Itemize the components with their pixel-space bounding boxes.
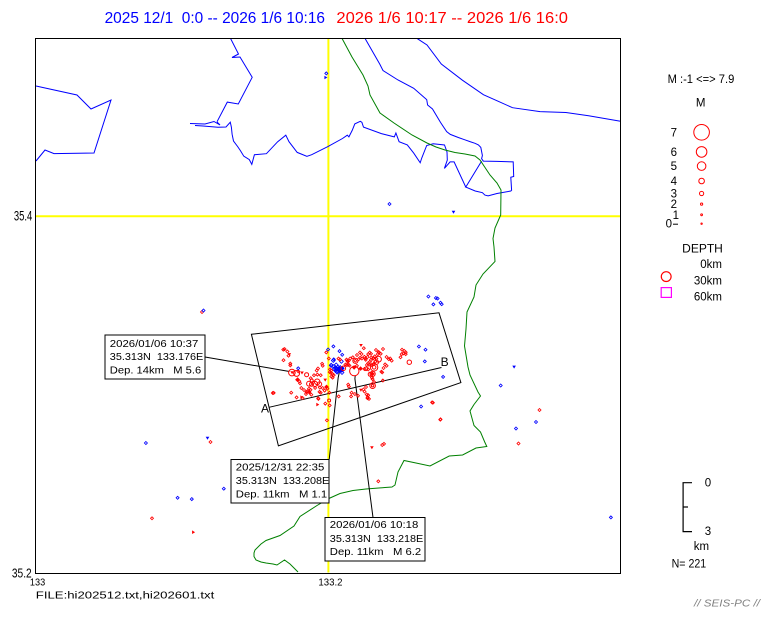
svg-text:2026/01/06 10:37: 2026/01/06 10:37 — [110, 339, 199, 350]
svg-text:1: 1 — [673, 210, 679, 222]
svg-text:M :-1 <=> 7.9: M :-1 <=> 7.9 — [668, 74, 735, 86]
svg-text:60km: 60km — [694, 292, 722, 304]
svg-text:N= 221: N= 221 — [672, 559, 707, 571]
svg-text:B: B — [441, 355, 449, 369]
svg-text:A: A — [261, 402, 269, 416]
svg-text:2025 12/1 0:0 -- 2026 1/6 10:: 2025 12/1 0:0 -- 2026 1/6 10:16 — [105, 10, 325, 27]
svg-text:km: km — [694, 541, 709, 553]
svg-text:2025/12/31 22:35: 2025/12/31 22:35 — [236, 463, 325, 474]
svg-text:2026/01/06 10:18: 2026/01/06 10:18 — [330, 520, 419, 531]
svg-text:// SEIS-PC //: // SEIS-PC // — [693, 598, 761, 610]
svg-text:3: 3 — [705, 526, 711, 538]
svg-text:FILE:hi202512.txt,hi202601.txt: FILE:hi202512.txt,hi202601.txt — [36, 590, 215, 602]
svg-text:Dep. 11km M 1.1: Dep. 11km M 1.1 — [236, 490, 328, 501]
svg-text:M: M — [696, 98, 706, 110]
svg-text:30km: 30km — [694, 276, 722, 288]
svg-text:35.313N 133.208E: 35.313N 133.208E — [236, 476, 330, 487]
svg-text:35.2: 35.2 — [12, 567, 32, 581]
svg-text:0: 0 — [666, 219, 672, 231]
svg-text:2: 2 — [671, 199, 677, 211]
svg-text:7: 7 — [671, 127, 677, 139]
svg-text:0km: 0km — [700, 259, 722, 271]
svg-text:133: 133 — [30, 576, 45, 588]
svg-text:2026 1/6 10:17 -- 2026 1/6 16:: 2026 1/6 10:17 -- 2026 1/6 16:0 — [336, 10, 568, 27]
svg-text:DEPTH: DEPTH — [682, 242, 723, 256]
svg-text:35.313N 133.176E: 35.313N 133.176E — [110, 352, 204, 363]
svg-text:0: 0 — [705, 478, 711, 490]
svg-text:Dep. 14km M 5.6: Dep. 14km M 5.6 — [110, 366, 202, 377]
svg-text:35.313N 133.218E: 35.313N 133.218E — [330, 534, 424, 545]
svg-text:Dep. 11km M 6.2: Dep. 11km M 6.2 — [330, 547, 422, 558]
svg-text:5: 5 — [671, 161, 677, 173]
svg-text:3: 3 — [671, 189, 677, 201]
svg-text:6: 6 — [671, 147, 677, 159]
svg-text:35.4: 35.4 — [14, 209, 33, 224]
svg-text:133.2: 133.2 — [318, 576, 342, 588]
svg-text:4: 4 — [671, 176, 678, 188]
